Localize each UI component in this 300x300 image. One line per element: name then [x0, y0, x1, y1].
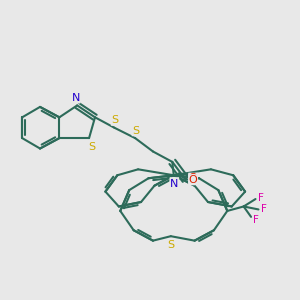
Text: N: N: [170, 178, 178, 189]
Text: N: N: [71, 93, 80, 103]
Text: O: O: [189, 173, 197, 183]
Text: S: S: [111, 115, 118, 125]
Text: S: S: [167, 240, 174, 250]
Text: S: S: [88, 142, 96, 152]
Text: O: O: [189, 175, 197, 185]
Text: F: F: [261, 204, 267, 214]
Text: F: F: [253, 215, 259, 225]
Text: S: S: [132, 126, 139, 136]
Text: N: N: [170, 178, 178, 188]
Text: F: F: [258, 193, 264, 202]
